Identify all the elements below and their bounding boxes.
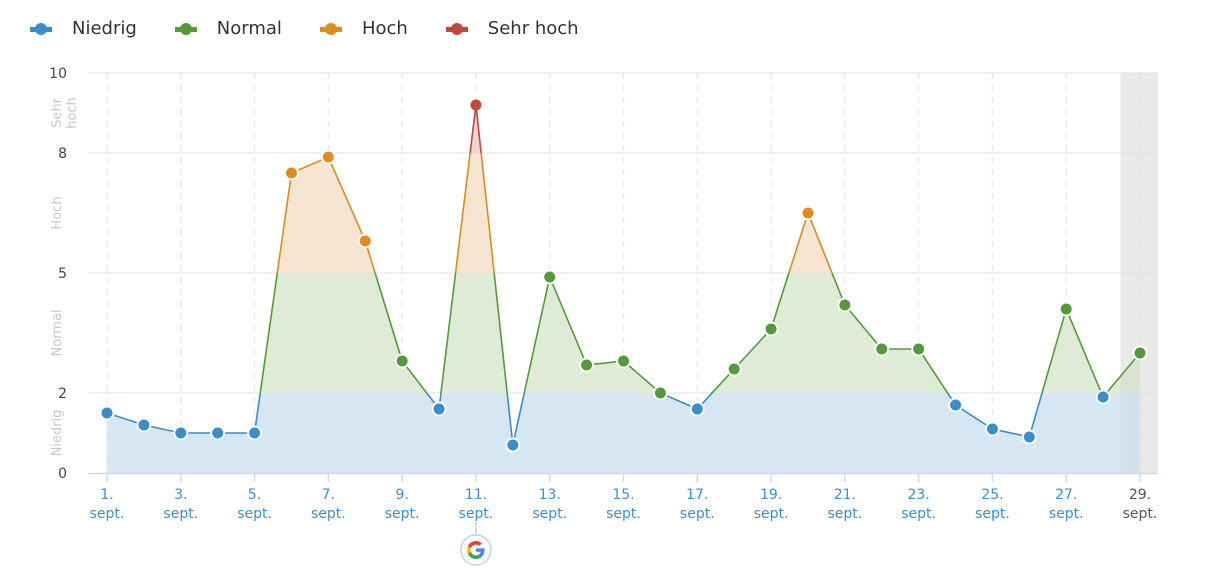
legend-marker-icon xyxy=(30,22,52,36)
data-point[interactable] xyxy=(247,425,263,441)
legend-label: Hoch xyxy=(361,18,408,39)
x-tick-label: sept. xyxy=(680,506,715,522)
x-tick-label: sept. xyxy=(901,506,936,522)
x-tick-label: sept. xyxy=(163,506,198,522)
data-point[interactable] xyxy=(726,361,742,377)
band-label: Normal xyxy=(50,309,65,356)
data-point[interactable] xyxy=(173,425,189,441)
x-tick-label: sept. xyxy=(311,506,346,522)
x-tick-label: sept. xyxy=(385,506,420,522)
x-tick-label: 25. xyxy=(981,487,1003,503)
y-tick-label: 2 xyxy=(58,386,67,402)
band-area xyxy=(107,393,1140,473)
series-line xyxy=(106,393,1108,446)
x-tick-label: 15. xyxy=(612,487,634,503)
x-tick-label: sept. xyxy=(459,506,494,522)
data-point[interactable] xyxy=(874,341,890,357)
series-line xyxy=(276,153,833,273)
legend-label: Niedrig xyxy=(72,18,137,39)
legend-item-hoch[interactable]: Hoch xyxy=(319,18,408,39)
data-point[interactable] xyxy=(357,233,373,249)
data-point[interactable] xyxy=(505,437,521,453)
legend-marker-icon xyxy=(319,22,342,36)
x-tick-label: sept. xyxy=(532,506,567,522)
x-tick-label: 17. xyxy=(686,487,708,503)
data-point[interactable] xyxy=(136,417,152,433)
x-tick-label: sept. xyxy=(90,506,125,522)
data-point[interactable] xyxy=(210,425,226,441)
chart-legend: Niedrig Normal Hoch Sehr hoch xyxy=(30,18,617,39)
data-point[interactable] xyxy=(542,269,558,285)
x-tick-label: sept. xyxy=(237,506,272,522)
data-point[interactable] xyxy=(689,401,705,417)
y-tick-label: 5 xyxy=(58,266,67,282)
x-tick-label: 3. xyxy=(174,487,187,503)
data-point[interactable] xyxy=(99,405,115,421)
data-point[interactable] xyxy=(911,341,927,357)
data-point[interactable] xyxy=(652,385,668,401)
band-label: hoch xyxy=(65,97,80,129)
legend-label: Sehr hoch xyxy=(487,18,579,39)
y-tick-label: 0 xyxy=(58,466,67,482)
band-area xyxy=(260,273,1140,393)
legend-label: Normal xyxy=(216,18,282,39)
data-point[interactable] xyxy=(394,353,410,369)
x-tick-label: 23. xyxy=(908,487,930,503)
x-tick-label: 29. xyxy=(1129,487,1151,503)
data-point[interactable] xyxy=(1095,389,1111,405)
x-tick-label: sept. xyxy=(754,506,789,522)
data-point[interactable] xyxy=(763,321,779,337)
data-point[interactable] xyxy=(470,99,482,111)
x-tick-label: 13. xyxy=(539,487,561,503)
x-tick-label: 19. xyxy=(760,487,782,503)
legend-marker-icon xyxy=(445,22,468,36)
data-point[interactable] xyxy=(283,165,299,181)
x-tick-label: sept. xyxy=(1123,506,1158,522)
x-tick-label: sept. xyxy=(827,506,862,522)
legend-item-sehr-hoch[interactable]: Sehr hoch xyxy=(445,18,579,39)
data-point[interactable] xyxy=(1058,301,1074,317)
legend-marker-icon xyxy=(174,22,197,36)
data-point[interactable] xyxy=(431,401,447,417)
data-point[interactable] xyxy=(320,149,336,165)
data-point[interactable] xyxy=(579,357,595,373)
x-tick-label: 9. xyxy=(395,487,408,503)
x-tick-label: 7. xyxy=(322,487,335,503)
y-tick-label: 8 xyxy=(58,146,67,162)
x-tick-label: sept. xyxy=(1049,506,1084,522)
band-label: Sehr xyxy=(50,97,65,127)
data-point[interactable] xyxy=(800,205,816,221)
data-point[interactable] xyxy=(837,297,853,313)
x-tick-label: 11. xyxy=(465,487,487,503)
x-tick-label: 5. xyxy=(248,487,261,503)
band-area xyxy=(277,153,833,273)
data-point[interactable] xyxy=(984,421,1000,437)
x-tick-label: 27. xyxy=(1055,487,1077,503)
band-label: Hoch xyxy=(50,196,65,229)
legend-item-niedrig[interactable]: Niedrig xyxy=(30,18,137,39)
x-tick-label: sept. xyxy=(975,506,1010,522)
data-point[interactable] xyxy=(948,397,964,413)
x-tick-label: sept. xyxy=(606,506,641,522)
shaded-overlay xyxy=(1120,73,1158,473)
band-label: Niedrig xyxy=(50,410,65,457)
band-area xyxy=(470,105,482,153)
data-point[interactable] xyxy=(1132,345,1148,361)
y-tick-label: 10 xyxy=(49,66,67,82)
x-tick-label: 1. xyxy=(100,487,113,503)
x-tick-label: 21. xyxy=(834,487,856,503)
data-point[interactable] xyxy=(616,353,631,369)
google-update-icon[interactable] xyxy=(460,522,492,566)
data-point[interactable] xyxy=(1021,429,1037,445)
legend-item-normal[interactable]: Normal xyxy=(174,18,282,39)
